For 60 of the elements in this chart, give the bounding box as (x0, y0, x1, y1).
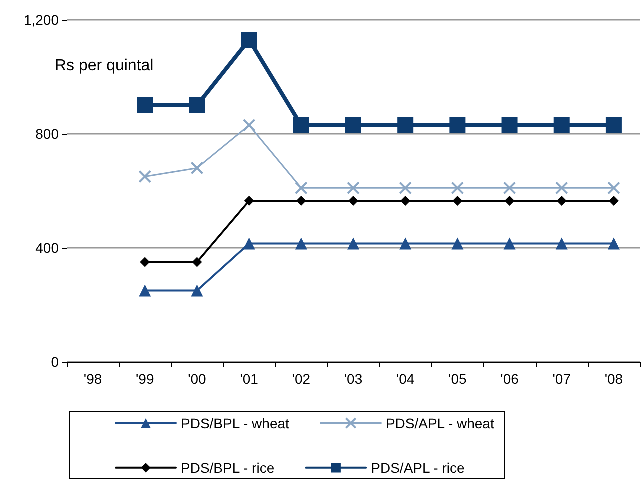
point (190, 162, 204, 175)
point (243, 238, 256, 250)
point (191, 284, 204, 297)
point (608, 238, 620, 250)
x-tick-label: '03 (344, 371, 363, 387)
point (452, 196, 463, 206)
point (452, 238, 464, 250)
point (399, 182, 412, 195)
x-tick-label: '99 (136, 371, 154, 387)
point (556, 238, 568, 250)
point (502, 117, 518, 134)
x-tick-label: '06 (500, 371, 520, 387)
point (348, 238, 360, 250)
point (451, 182, 464, 195)
x-tick-label: '02 (292, 371, 311, 387)
point (242, 118, 256, 132)
point (296, 196, 306, 206)
y-axis-title: Rs per quintal (55, 58, 154, 74)
point (556, 196, 567, 206)
point (241, 32, 258, 48)
point (400, 196, 411, 206)
x-tick-label: '04 (396, 371, 415, 387)
point (293, 117, 310, 134)
point (295, 238, 308, 250)
point (554, 117, 570, 134)
point (504, 238, 516, 250)
point (244, 196, 254, 206)
point (294, 182, 308, 195)
x-tick-label: '07 (552, 371, 572, 387)
point (555, 182, 568, 195)
point (606, 117, 622, 134)
point (503, 182, 516, 195)
point (348, 196, 358, 206)
point (137, 98, 154, 114)
legend-label: PDS/BPL - rice (181, 460, 275, 476)
point (608, 196, 619, 206)
legend-label: PDS/BPL - wheat (181, 415, 290, 432)
point (346, 117, 362, 134)
y-tick-label: 800 (36, 126, 60, 142)
point (189, 98, 206, 114)
legend-label: PDS/APL - wheat (386, 415, 494, 432)
point (607, 182, 620, 195)
x-tick-label: '98 (84, 371, 102, 387)
point (139, 284, 152, 297)
y-tick-label: 0 (51, 354, 60, 370)
x-tick-label: '08 (604, 371, 624, 387)
x-tick-label: '01 (240, 371, 259, 387)
y-tick-label: 1,200 (24, 12, 60, 28)
point (192, 257, 202, 268)
point (347, 182, 360, 195)
point (140, 257, 150, 268)
legend-label: PDS/APL - rice (371, 460, 465, 476)
x-tick-label: '00 (188, 371, 207, 387)
point (138, 170, 152, 184)
x-tick-label: '05 (448, 371, 468, 387)
point (398, 117, 414, 134)
point (504, 196, 515, 206)
point (400, 238, 412, 250)
y-tick-label: 400 (36, 240, 60, 256)
point (450, 117, 466, 134)
